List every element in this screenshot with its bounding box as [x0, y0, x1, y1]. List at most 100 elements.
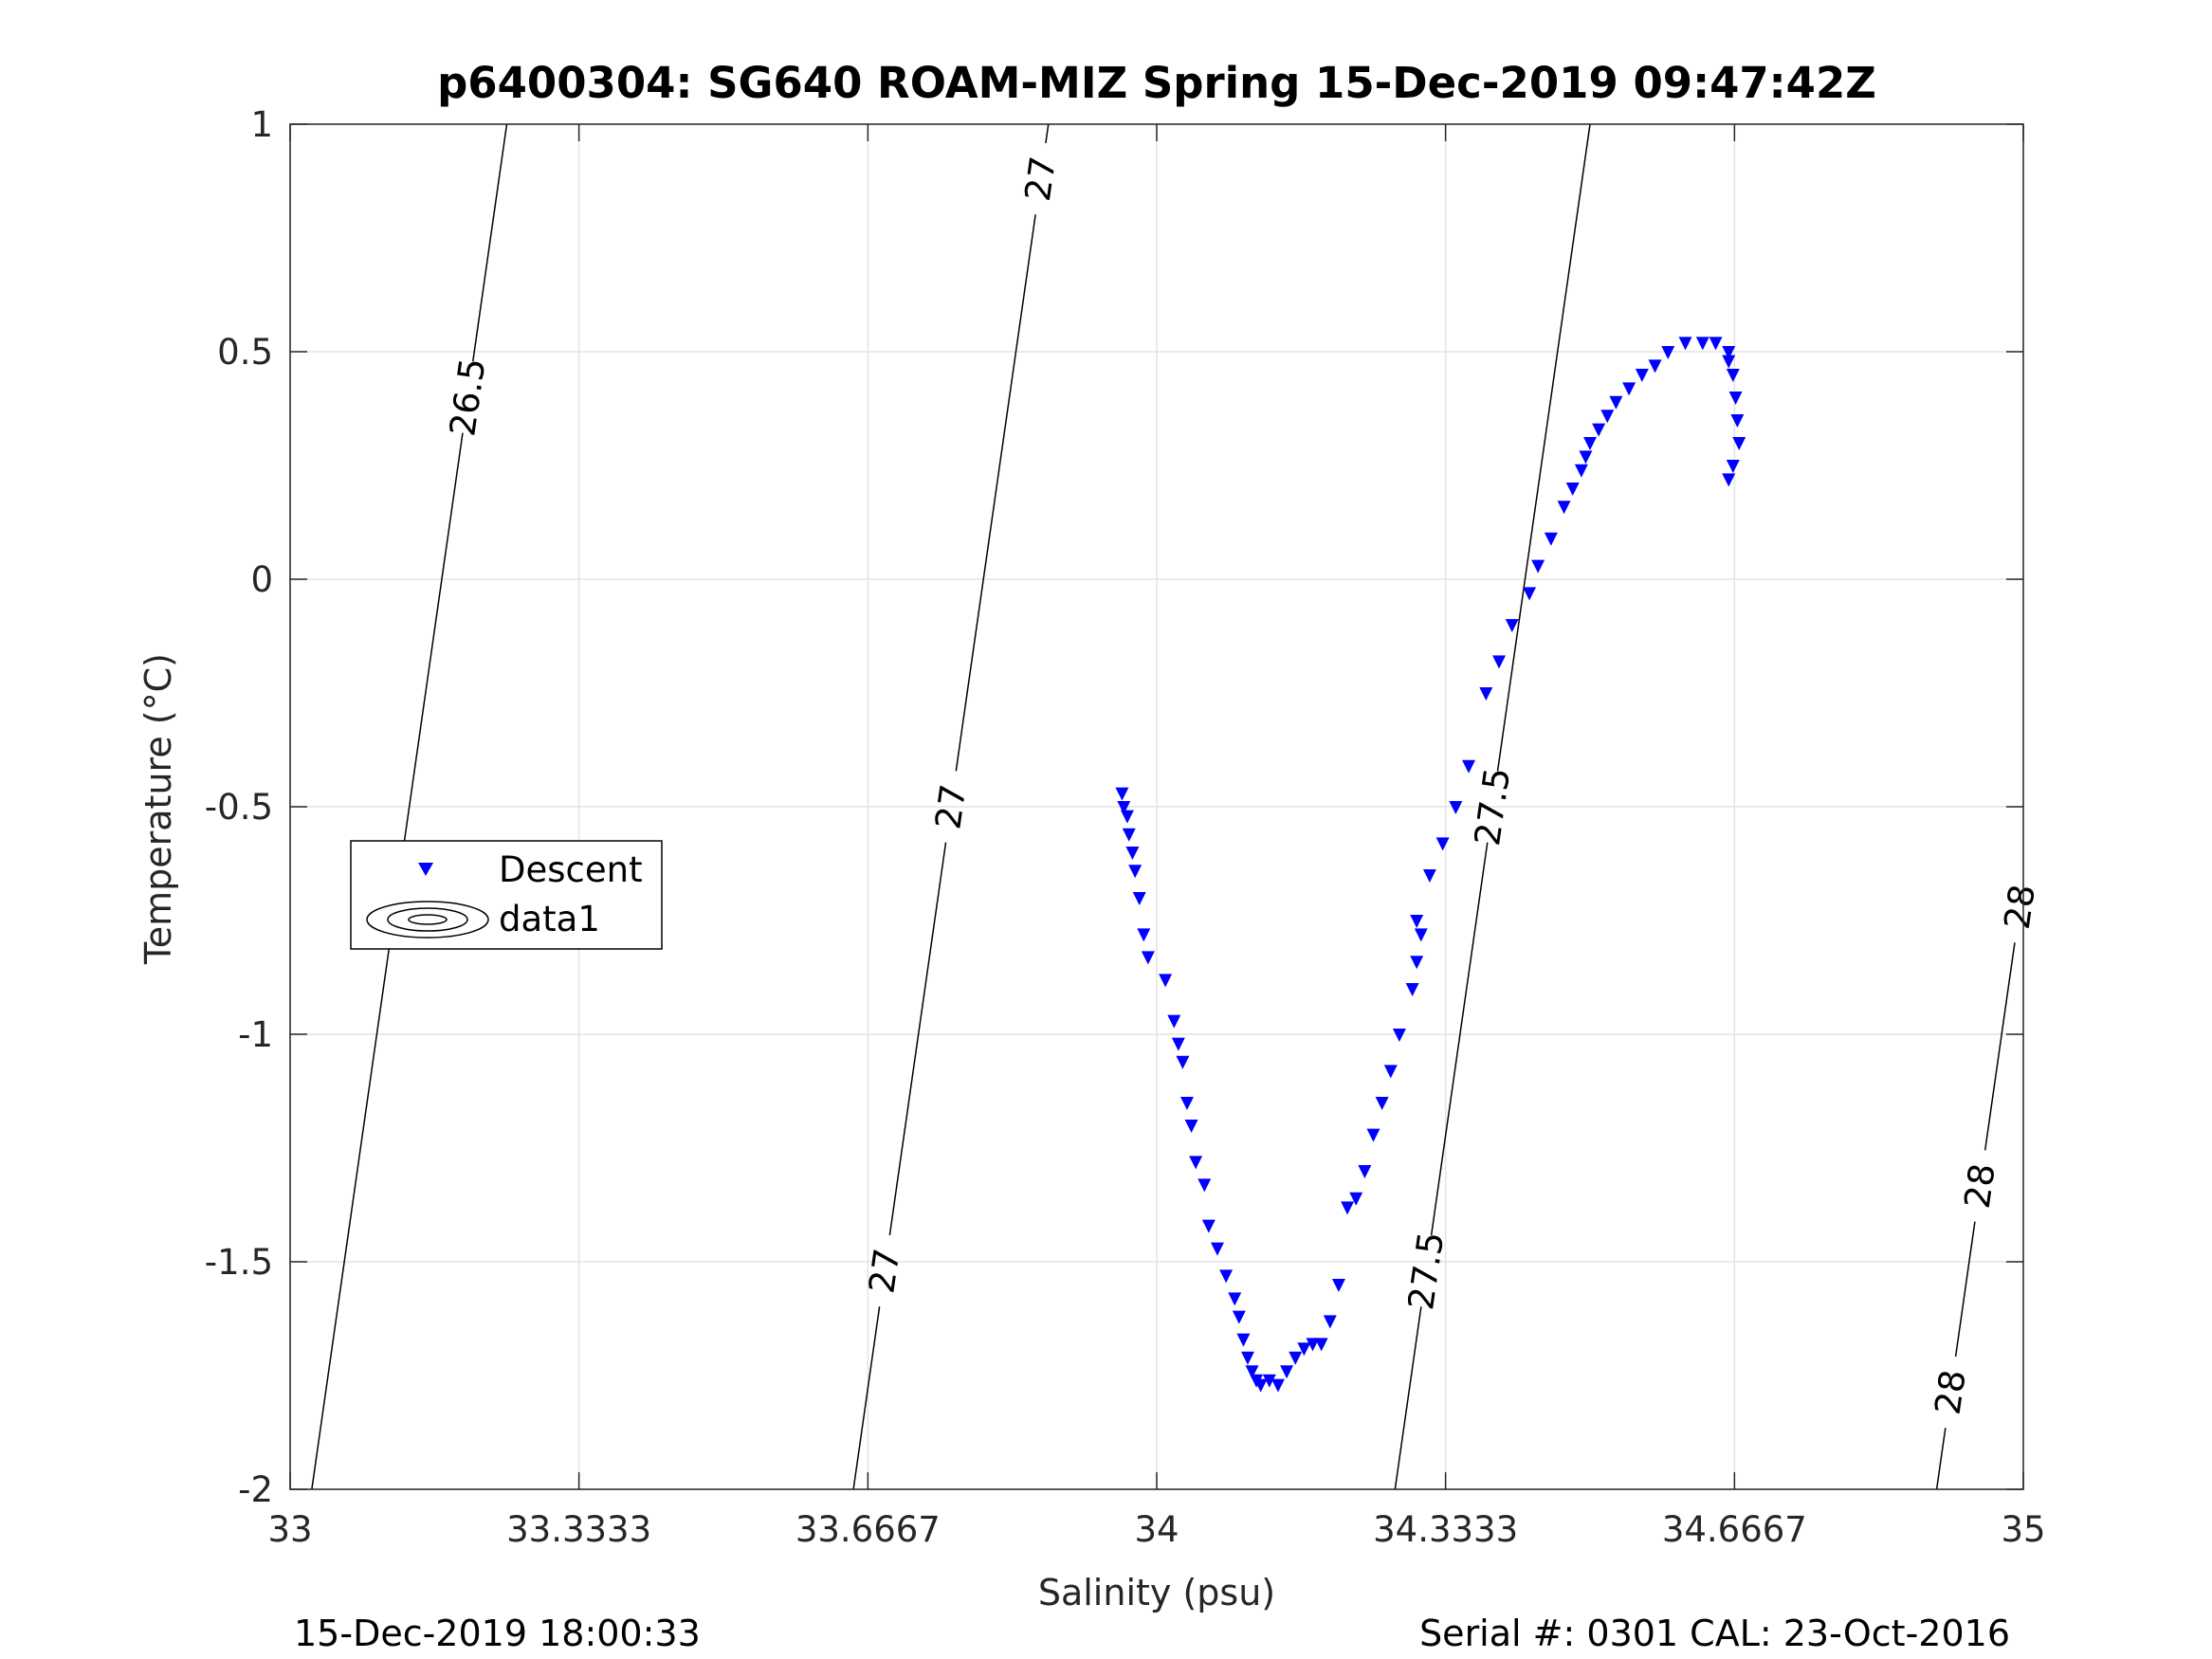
x-tick-label: 33 [267, 1509, 312, 1550]
descent-point [1176, 1055, 1190, 1069]
descent-point [1366, 1128, 1380, 1142]
contour-line [852, 1306, 881, 1490]
tick-labels: 33 33.3333 33.6667 34 34.3333 34.6667 35 -2 -1.5… [205, 104, 2046, 1550]
descent-point [1600, 410, 1615, 424]
descent-point [1349, 1192, 1363, 1206]
descent-point [1722, 473, 1736, 487]
descent-point [1422, 869, 1436, 883]
y-tick-label: 1 [250, 104, 273, 145]
y-tick-label: -0.5 [205, 787, 273, 828]
descent-point [1695, 337, 1709, 351]
descent-point [1732, 437, 1746, 450]
y-tick-label: 0.5 [217, 332, 273, 373]
legend-descent-marker [418, 863, 433, 876]
descent-point [1115, 787, 1129, 801]
legend: Descent data1 [350, 840, 663, 950]
descent-point [1730, 414, 1745, 428]
descent-point [1171, 1037, 1185, 1051]
descent-point [1574, 464, 1588, 478]
descent-point [1271, 1378, 1285, 1393]
legend-contour-label: data1 [499, 899, 600, 939]
descent-point [1678, 337, 1692, 351]
descent-point [1722, 346, 1736, 359]
descent-point [1280, 1365, 1294, 1379]
descent-point [1122, 828, 1136, 842]
descent-point [1722, 355, 1736, 369]
descent-point [1392, 1029, 1406, 1042]
x-tick-label: 33.3333 [506, 1509, 651, 1550]
chart-title: p6400304: SG640 ROAM-MIZ Spring 15-Dec-2… [437, 58, 1876, 108]
contour-line [1954, 1221, 1976, 1358]
descent-point [1726, 460, 1740, 473]
y-tick-label: -1.5 [205, 1242, 273, 1283]
descent-point [1189, 1156, 1203, 1170]
legend-box [350, 840, 663, 950]
x-axis-label: Salinity (psu) [1038, 1572, 1275, 1613]
descent-point [1405, 983, 1419, 996]
descent-point [1201, 1219, 1216, 1233]
descent-point [1341, 1201, 1355, 1215]
descent-point [1592, 423, 1606, 437]
descent-point [1323, 1315, 1337, 1329]
descent-point [1565, 483, 1580, 496]
descent-point [1137, 928, 1151, 942]
descent-point [1197, 1178, 1212, 1193]
descent-point [1492, 655, 1507, 669]
descent-point [1648, 359, 1662, 374]
x-tick-label: 35 [2001, 1509, 2045, 1550]
descent-point [1253, 1378, 1268, 1393]
descent-point [1159, 974, 1173, 988]
descent-point [1236, 1333, 1251, 1347]
descent-point [1709, 337, 1723, 351]
descent-point [1609, 395, 1623, 410]
descent-point [1262, 1374, 1276, 1388]
descent-point [1120, 810, 1134, 824]
descent-point [1132, 892, 1146, 905]
descent-point [1622, 382, 1636, 396]
descent-point [1232, 1310, 1246, 1324]
contour-line [1394, 1306, 1422, 1490]
descent-point [1210, 1242, 1224, 1256]
descent-point [1583, 437, 1597, 450]
contour-line [1983, 942, 2016, 1151]
y-tick-label: 0 [250, 559, 273, 600]
contour-line [1045, 123, 1050, 144]
legend-contour-icon [366, 901, 489, 939]
contour-line [311, 432, 464, 1490]
descent-point [1557, 501, 1571, 515]
contour-line [471, 123, 508, 362]
footer-right: Serial #: 0301 CAL: 23-Oct-2016 [1419, 1613, 2010, 1654]
contour-line [1935, 1428, 1947, 1490]
descent-point [1240, 1351, 1254, 1365]
y-tick-label: -2 [238, 1469, 273, 1510]
descent-point [1358, 1165, 1372, 1178]
descent-point [1410, 915, 1424, 928]
y-tick-label: -1 [238, 1014, 273, 1055]
contour-line [888, 842, 947, 1236]
x-tick-label: 33.6667 [795, 1509, 941, 1550]
descent-point [1219, 1269, 1234, 1284]
descent-point [1579, 450, 1593, 465]
descent-point [1410, 956, 1424, 970]
descent-point [1414, 928, 1428, 942]
contour-label: 28 [1997, 882, 2043, 932]
descent-point [1462, 759, 1476, 774]
descent-point [1449, 801, 1463, 814]
descent-point [1228, 1292, 1242, 1306]
footer-left: 15-Dec-2019 18:00:33 [294, 1613, 701, 1654]
descent-series [1115, 337, 1746, 1393]
contour-label: 27 [1017, 154, 1064, 204]
descent-point [1375, 1097, 1389, 1110]
x-tick-label: 34.6667 [1662, 1509, 1807, 1550]
x-tick-label: 34 [1134, 1509, 1179, 1550]
contour-line [1496, 123, 1591, 772]
descent-point [1544, 532, 1558, 546]
y-axis-label: Temperature (°C) [137, 653, 179, 965]
descent-point [1479, 687, 1493, 701]
descent-point [1331, 1279, 1345, 1292]
descent-point [1726, 369, 1740, 382]
descent-point [1167, 1014, 1181, 1029]
contour-label: 28 [1957, 1161, 2003, 1212]
axes [289, 123, 2024, 1490]
